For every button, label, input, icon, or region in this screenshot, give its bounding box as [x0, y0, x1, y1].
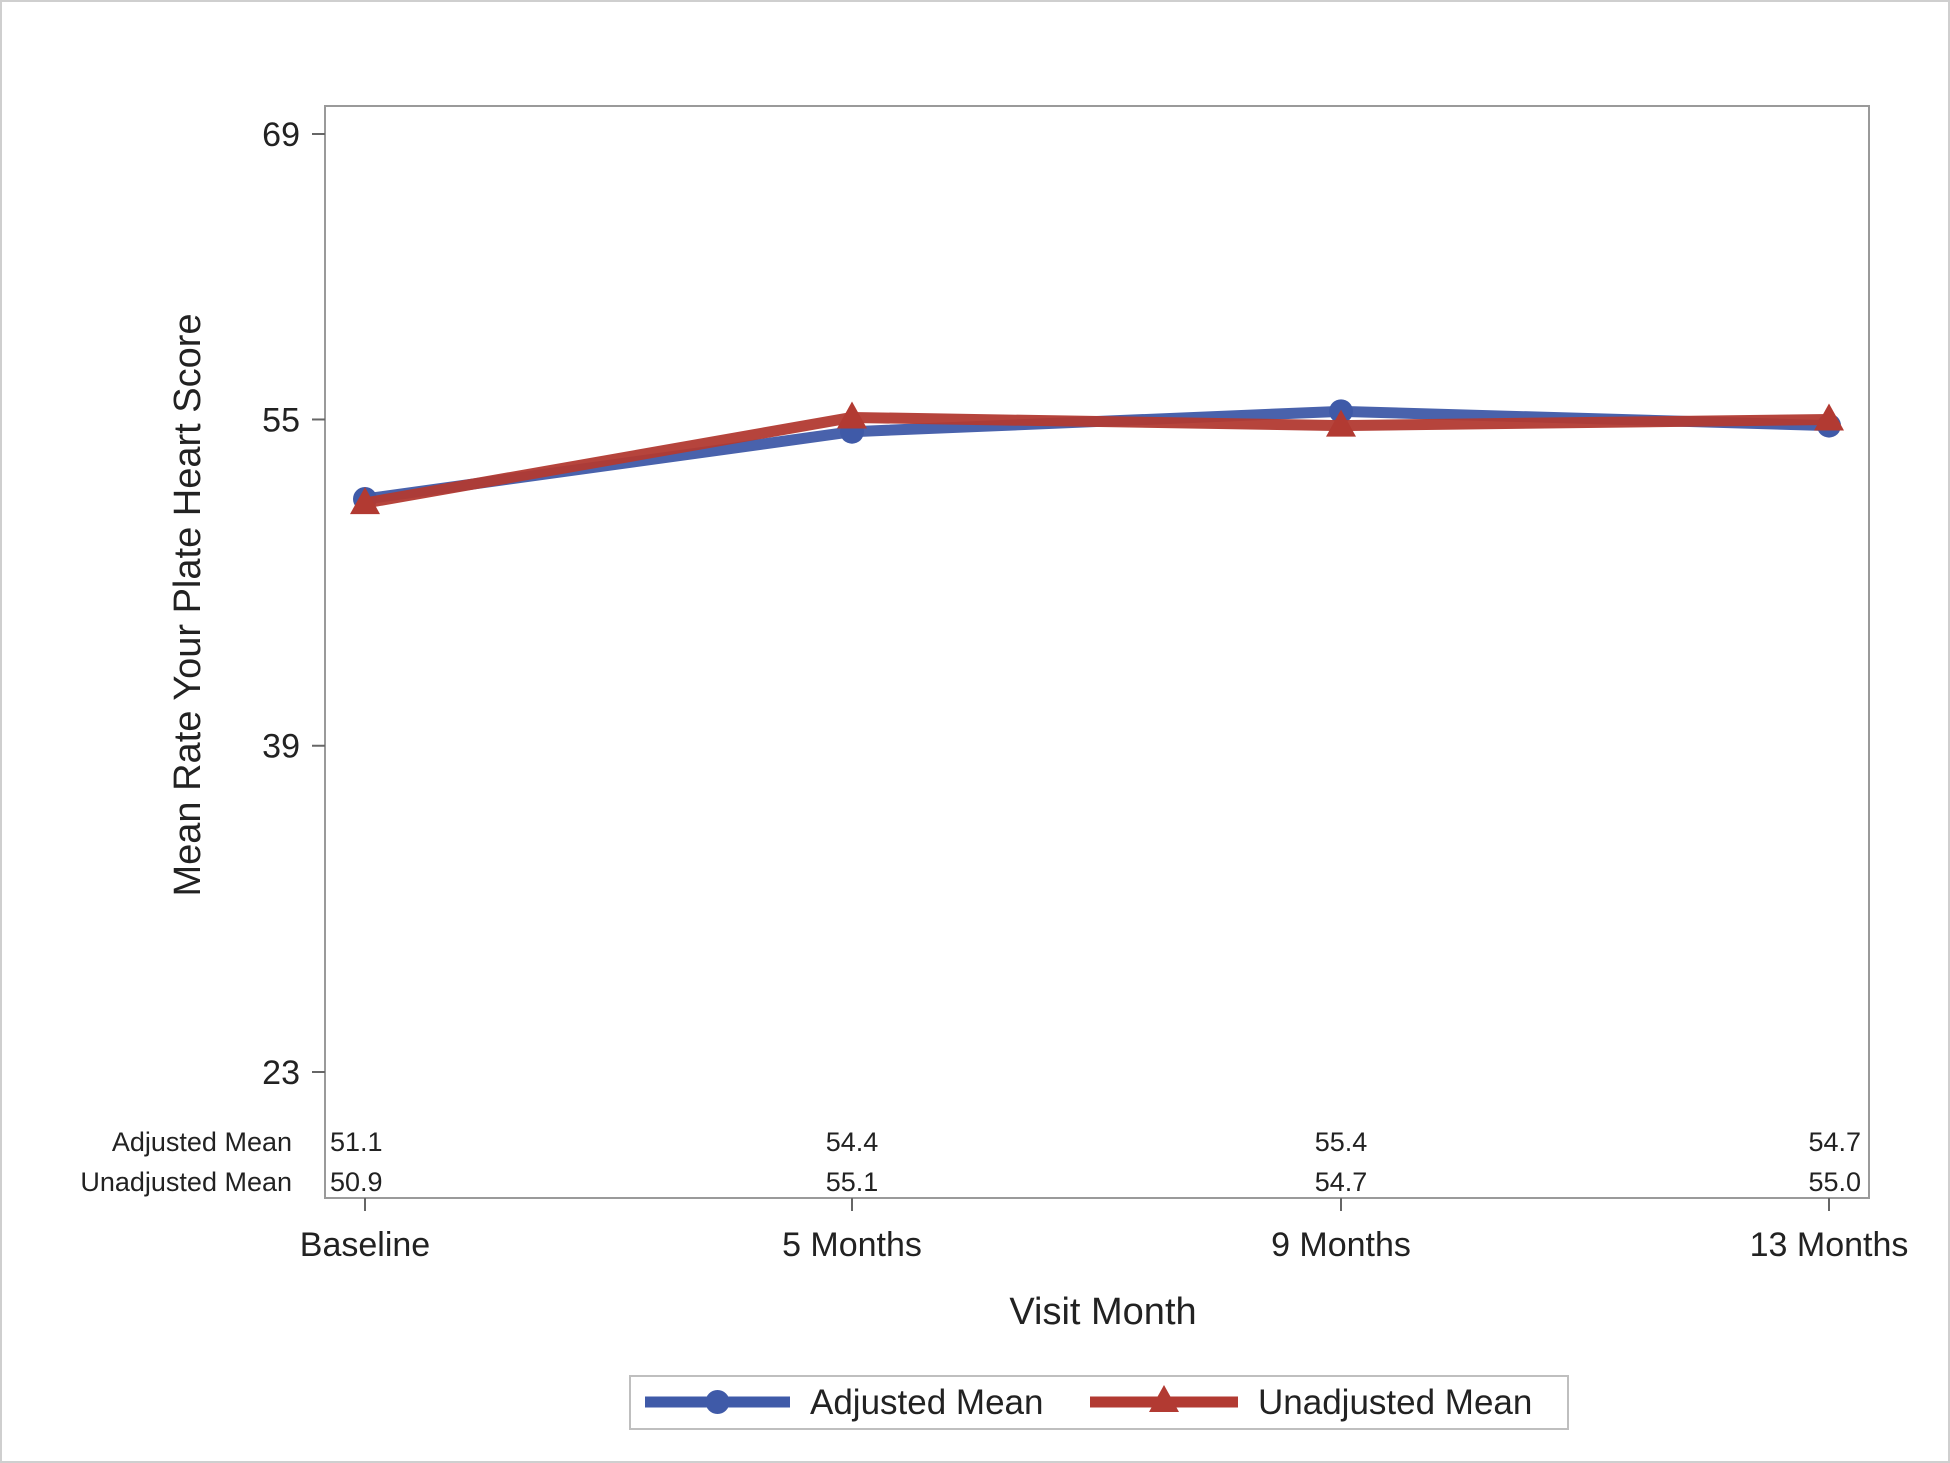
- unadjusted-mean-line: [359, 411, 1835, 509]
- inset-value: 50.9: [330, 1167, 383, 1197]
- inset-value: 54.4: [826, 1127, 879, 1157]
- y-tick-label: 69: [262, 116, 300, 154]
- legend-triangle-marker: [1149, 1385, 1179, 1412]
- legend-item-unadjusted-mean: Unadjusted Mean: [1090, 1383, 1532, 1422]
- x-tick-label: 9 Months: [1271, 1226, 1411, 1264]
- y-tick-label: 23: [262, 1054, 300, 1092]
- unadjusted-mean-point: [350, 487, 380, 515]
- inset-row-label: Unadjusted Mean: [80, 1167, 292, 1197]
- inset-row-label: Adjusted Mean: [112, 1127, 292, 1157]
- unadjusted-mean-series: [350, 401, 1844, 515]
- inset-value: 55.1: [826, 1167, 879, 1197]
- x-axis: Baseline 5 Months 9 Months 13 Months: [300, 1198, 1909, 1264]
- inset-value: 51.1: [330, 1127, 383, 1157]
- legend-label: Adjusted Mean: [810, 1383, 1043, 1422]
- x-axis-title: Visit Month: [1009, 1291, 1196, 1333]
- x-tick-label: 5 Months: [782, 1226, 922, 1264]
- x-tick-label: 13 Months: [1750, 1226, 1909, 1264]
- plot-area-border: [324, 105, 1870, 1199]
- inset-value: 54.7: [1808, 1127, 1861, 1157]
- inset-table: Adjusted Mean 51.1 54.4 55.4 54.7 Unadjusted …: [80, 1127, 1861, 1197]
- y-axis: 23 39 55 69: [262, 116, 325, 1092]
- unadjusted-mean-point: [1326, 409, 1356, 437]
- y-axis-title: Mean Rate Your Plate Heart Score: [167, 313, 209, 896]
- legend-label: Unadjusted Mean: [1258, 1383, 1532, 1422]
- inset-value: 55.0: [1808, 1167, 1861, 1197]
- inset-value: 54.7: [1315, 1167, 1368, 1197]
- legend: Adjusted Mean Unadjusted Mean: [629, 1375, 1569, 1430]
- series-layer: [350, 399, 1844, 515]
- x-tick-label: Baseline: [300, 1226, 430, 1264]
- unadjusted-mean-point: [837, 401, 867, 429]
- y-tick-label: 39: [262, 728, 300, 766]
- y-tick-label: 55: [262, 401, 300, 439]
- legend-item-adjusted-mean: Adjusted Mean: [645, 1383, 1043, 1422]
- inset-value: 55.4: [1315, 1127, 1368, 1157]
- legend-circle-marker: [705, 1390, 730, 1414]
- unadjusted-mean-point: [1814, 403, 1844, 431]
